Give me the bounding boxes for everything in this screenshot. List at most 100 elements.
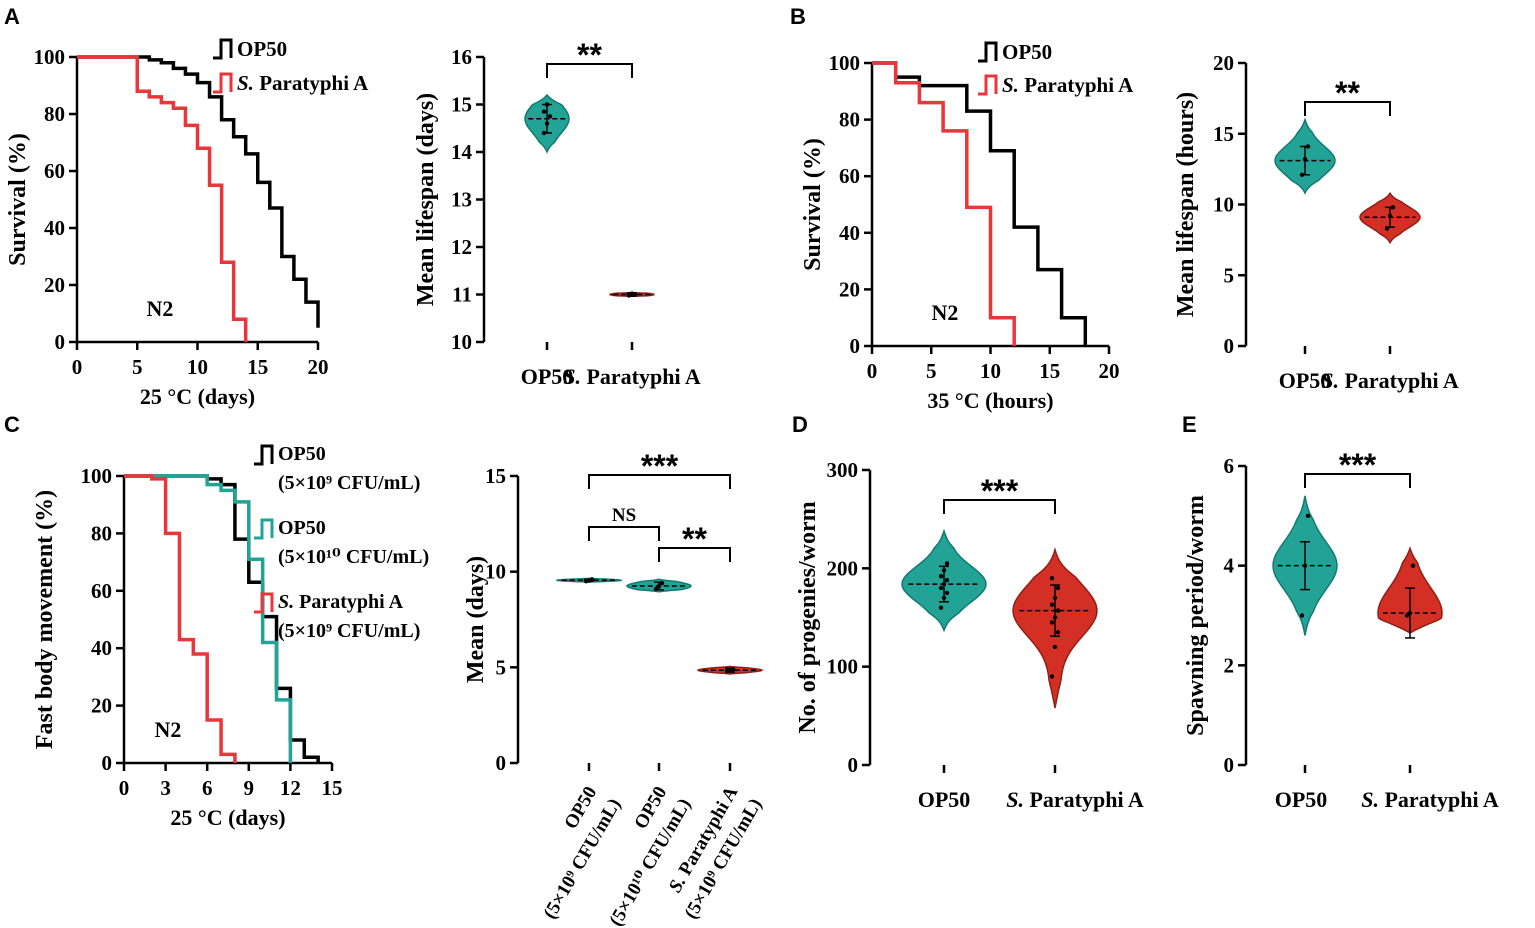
data-point xyxy=(1384,226,1390,231)
y-tick-label: 100 xyxy=(829,51,861,75)
series-line-1 xyxy=(124,474,293,763)
data-point xyxy=(656,583,662,589)
chart-C1: 0 20 40 60 80 100 0 3 6 9 12 15 25 °C (days) Fast bod… xyxy=(32,443,429,830)
y-tick-label: 100 xyxy=(34,45,66,69)
x-tick-label: 0 xyxy=(867,359,878,383)
data-point xyxy=(1302,563,1308,568)
legend-label: S. Paratyphi A xyxy=(237,71,369,95)
significance-label: *** xyxy=(981,473,1019,509)
data-point xyxy=(730,667,736,672)
significance-bracket xyxy=(588,474,731,489)
category-label: S. Paratyphi A xyxy=(1321,368,1459,393)
data-point xyxy=(938,605,944,610)
data-point xyxy=(941,595,947,601)
y-tick-label: 60 xyxy=(44,159,65,183)
x-axis-title: 35 °C (hours) xyxy=(927,388,1053,413)
category-label: S. Paratyphi A xyxy=(1006,787,1144,812)
x-tick-label: 12 xyxy=(280,776,301,800)
y-axis-title: Mean (days) xyxy=(463,556,489,683)
y-axis-title: Survival (%) xyxy=(5,133,31,266)
y-tick-label: 0 xyxy=(102,751,113,775)
x-tick-label: 5 xyxy=(926,359,937,383)
x-tick-label: 5 xyxy=(132,355,143,379)
y-axis-title: Spawning period/worm xyxy=(1183,495,1209,736)
y-tick-label: 20 xyxy=(91,694,112,718)
chart-A1: 0 20 40 60 80 100 0 5 10 15 20 25 °C (days) Survival… xyxy=(5,37,369,409)
chart-B1: 0 20 40 60 80 100 0 5 10 15 20 35 °C (hours) Surviva… xyxy=(800,40,1134,413)
data-point xyxy=(938,585,944,591)
data-point xyxy=(547,114,553,119)
significance-bracket xyxy=(1304,101,1391,116)
x-tick-label: 10 xyxy=(187,355,208,379)
legend-label-line: S. Paratyphi A xyxy=(278,591,404,613)
data-point xyxy=(944,577,950,583)
data-point xyxy=(938,574,944,579)
data-point xyxy=(629,291,635,296)
y-tick-label: 80 xyxy=(91,521,112,545)
data-point xyxy=(1299,613,1305,618)
data-point xyxy=(1407,610,1413,616)
data-point xyxy=(1302,157,1308,162)
y-axis-title: Mean lifespan (days) xyxy=(413,93,439,306)
legend-swatch xyxy=(213,38,233,60)
y-tick-label: 20 xyxy=(44,273,65,297)
y-tick-label: 0 xyxy=(496,751,507,775)
y-axis-title: Fast body movement (%) xyxy=(32,490,58,749)
x-tick-label: 15 xyxy=(1039,359,1060,383)
x-tick-label: 20 xyxy=(308,355,329,379)
significance-label: NS xyxy=(612,505,636,526)
legend-swatch xyxy=(213,72,233,94)
y-tick-label: 15 xyxy=(485,464,506,488)
significance-label: ** xyxy=(682,521,707,557)
y-tick-label: 15 xyxy=(451,93,472,117)
data-point xyxy=(1410,563,1416,568)
category-label: OP50 xyxy=(1275,787,1328,812)
significance-label: *** xyxy=(641,448,679,484)
panel-label: C xyxy=(4,412,20,437)
legend-label: S. Paratyphi A xyxy=(1002,73,1134,97)
x-tick-label: 15 xyxy=(322,776,343,800)
category-label: S. Paratyphi A xyxy=(1361,787,1499,812)
data-point xyxy=(653,586,659,592)
y-tick-label: 0 xyxy=(850,334,861,358)
data-point xyxy=(1052,615,1058,620)
significance-bracket xyxy=(588,526,660,541)
legend-swatch xyxy=(978,74,998,96)
y-tick-label: 10 xyxy=(1213,193,1234,217)
data-point xyxy=(1305,144,1311,149)
y-tick-label: 6 xyxy=(1224,454,1235,478)
data-point xyxy=(1404,613,1410,618)
panel-label: D xyxy=(792,412,808,437)
y-tick-label: 15 xyxy=(1213,122,1234,146)
significance-label: *** xyxy=(1339,447,1377,483)
significance-bracket xyxy=(658,547,731,562)
data-point xyxy=(1052,595,1058,601)
data-point xyxy=(1055,630,1061,635)
y-tick-label: 4 xyxy=(1224,554,1235,578)
y-tick-label: 0 xyxy=(55,330,66,354)
legend-label-line: (5×10¹⁰ CFU/mL) xyxy=(278,546,429,568)
chart-E: 0 2 4 6 *** OP50 S. Paratyphi A Spawning period… xyxy=(1183,447,1499,812)
series-line-1 xyxy=(77,55,248,342)
x-axis-title: 25 °C (days) xyxy=(170,805,285,830)
y-tick-label: 40 xyxy=(44,216,65,240)
data-point xyxy=(1049,575,1055,581)
data-point xyxy=(1055,585,1061,591)
y-tick-label: 10 xyxy=(451,330,472,354)
category-label: OP50 xyxy=(1279,368,1332,393)
y-tick-label: 200 xyxy=(827,556,859,580)
y-tick-label: 40 xyxy=(91,636,112,660)
strain-annotation: N2 xyxy=(932,300,959,325)
data-point xyxy=(941,581,947,587)
y-tick-label: 5 xyxy=(496,655,507,679)
data-point xyxy=(1390,205,1396,210)
y-tick-label: 0 xyxy=(848,753,859,777)
x-tick-label: 20 xyxy=(1099,359,1120,383)
data-point xyxy=(944,590,950,596)
y-tick-label: 60 xyxy=(839,164,860,188)
y-tick-label: 80 xyxy=(839,108,860,132)
y-axis-title: No. of progenies/worm xyxy=(795,501,821,733)
